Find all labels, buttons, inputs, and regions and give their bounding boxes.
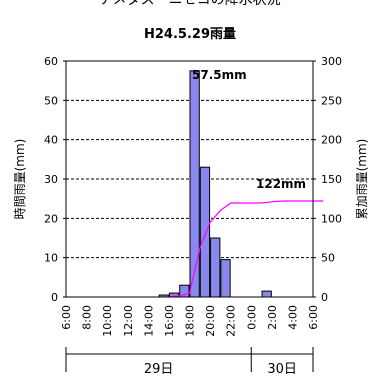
right-tick-label: 250 — [321, 94, 342, 107]
x-tick-label: 16:00 — [163, 305, 176, 337]
total-annotation: 122mm — [256, 177, 306, 191]
x-tick-label: 6:00 — [307, 305, 320, 330]
rain-bar — [199, 166, 211, 298]
left-tick-label: 0 — [51, 291, 58, 304]
day-label: 30日 — [267, 362, 297, 377]
bar-series — [158, 70, 272, 298]
x-tick-label: 22:00 — [225, 305, 238, 337]
cropped-header-text: アメダス・ニセコの降水状況 — [99, 0, 280, 8]
right-tick-label: 100 — [321, 212, 342, 225]
rain-bar — [210, 237, 221, 298]
left-tick-label: 10 — [44, 252, 58, 265]
right-tick-label: 0 — [321, 291, 328, 304]
x-tick-label: 2:00 — [266, 305, 279, 330]
x-tick-label: 10:00 — [101, 305, 114, 337]
rain-bar — [189, 70, 200, 298]
x-tick-label: 0:00 — [245, 305, 258, 330]
right-tick-label: 150 — [321, 173, 342, 186]
right-axis-ticks: 0 50 100 150 200 250 300 — [313, 55, 342, 304]
left-tick-label: 50 — [44, 94, 58, 107]
x-tick-label: 20:00 — [204, 305, 217, 337]
left-axis-ticks: 0 10 20 30 40 50 60 — [44, 55, 66, 304]
x-tick-label: 8:00 — [81, 305, 94, 330]
right-tick-label: 200 — [321, 134, 342, 147]
left-tick-label: 40 — [44, 134, 58, 147]
left-axis-label: 時間雨量(mm) — [13, 139, 27, 220]
right-tick-label: 50 — [321, 252, 335, 265]
x-tick-label: 18:00 — [184, 305, 197, 337]
x-tick-label: 14:00 — [142, 305, 155, 337]
x-axis-ticks: 6:00 8:00 10:00 12:00 14:00 16:00 18:00 20:00 22… — [60, 305, 320, 337]
left-tick-label: 30 — [44, 173, 58, 186]
chart-title: H24.5.29雨量 — [144, 27, 236, 42]
day-label: 29日 — [144, 362, 174, 377]
left-tick-label: 20 — [44, 212, 58, 225]
rain-bar — [220, 259, 231, 298]
cumulative-line-series — [168, 200, 324, 298]
x-tick-label: 12:00 — [122, 305, 135, 337]
day-axis: 29日 30日 — [65, 347, 314, 377]
cumulative-line — [168, 200, 324, 298]
left-tick-label: 60 — [44, 55, 58, 68]
right-tick-label: 300 — [321, 55, 342, 68]
x-tick-label: 4:00 — [286, 305, 299, 330]
x-tick-label: 6:00 — [60, 305, 73, 330]
rain-bar — [261, 290, 272, 298]
right-axis-label: 累加雨量(mm) — [355, 139, 369, 220]
peak-annotation: 57.5mm — [192, 68, 247, 82]
grid-lines — [66, 99, 313, 259]
